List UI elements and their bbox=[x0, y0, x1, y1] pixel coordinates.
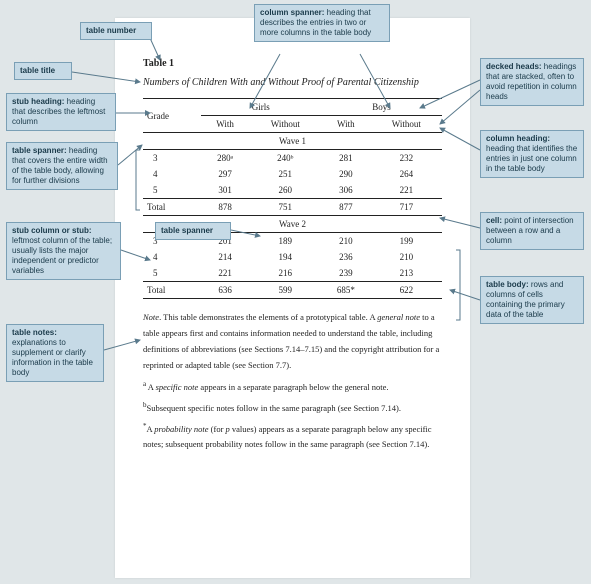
callout-column-heading: column heading: heading that identifies … bbox=[480, 130, 584, 178]
callout-cell: cell: point of intersection between a ro… bbox=[480, 212, 584, 250]
note-specific-a: a A specific note appears in a separate … bbox=[143, 378, 442, 395]
table-row: 4 297 251 290 264 bbox=[143, 166, 442, 182]
callout-table-notes: table notes: explanations to supplement … bbox=[6, 324, 104, 382]
callout-table-spanner-mini: table spanner bbox=[155, 222, 231, 240]
column-spanner-girls: Girls bbox=[201, 99, 321, 116]
col-head-with: With bbox=[201, 116, 250, 133]
table-row: 5 221 216 239 213 bbox=[143, 265, 442, 282]
table-notes: Note. This table demonstrates the elemen… bbox=[143, 309, 442, 453]
table-row: 5 301 260 306 221 bbox=[143, 182, 442, 199]
col-head-without: Without bbox=[371, 116, 442, 133]
callout-column-spanner: column spanner: heading that describes t… bbox=[254, 4, 390, 42]
table-row-total: Total 878 751 877 717 bbox=[143, 199, 442, 216]
note-specific-b: bSubsequent specific notes follow in the… bbox=[143, 399, 442, 416]
note-general: Note. This table demonstrates the elemen… bbox=[143, 309, 442, 374]
table-number: Table 1 bbox=[143, 58, 442, 69]
table-row: 3 280ᵃ 240ᵇ 281 232 bbox=[143, 150, 442, 167]
callout-table-number: table number bbox=[80, 22, 152, 40]
note-probability: *A probability note (for p values) appea… bbox=[143, 420, 442, 453]
col-head-with: With bbox=[321, 116, 371, 133]
document-page: Table 1 Numbers of Children With and Wit… bbox=[115, 18, 470, 578]
data-table: Grade Girls Boys With Without With Witho… bbox=[143, 98, 442, 299]
callout-stub-column: stub column or stub: leftmost column of … bbox=[6, 222, 121, 280]
col-head-without: Without bbox=[250, 116, 321, 133]
table-row-total: Total 636 599 685* 622 bbox=[143, 282, 442, 299]
callout-decked-heads: decked heads: headings that are stacked,… bbox=[480, 58, 584, 106]
callout-stub-heading: stub heading: heading that describes the… bbox=[6, 93, 116, 131]
table-row: 4 214 194 236 210 bbox=[143, 249, 442, 265]
table-spanner-wave1: Wave 1 bbox=[143, 133, 442, 150]
column-spanner-boys: Boys bbox=[321, 99, 442, 116]
table-title: Numbers of Children With and Without Pro… bbox=[143, 77, 442, 88]
callout-table-body: table body: rows and columns of cells co… bbox=[480, 276, 584, 324]
callout-table-spanner: table spanner: heading that covers the e… bbox=[6, 142, 118, 190]
stub-heading-cell: Grade bbox=[143, 99, 201, 133]
callout-table-title: table title bbox=[14, 62, 72, 80]
